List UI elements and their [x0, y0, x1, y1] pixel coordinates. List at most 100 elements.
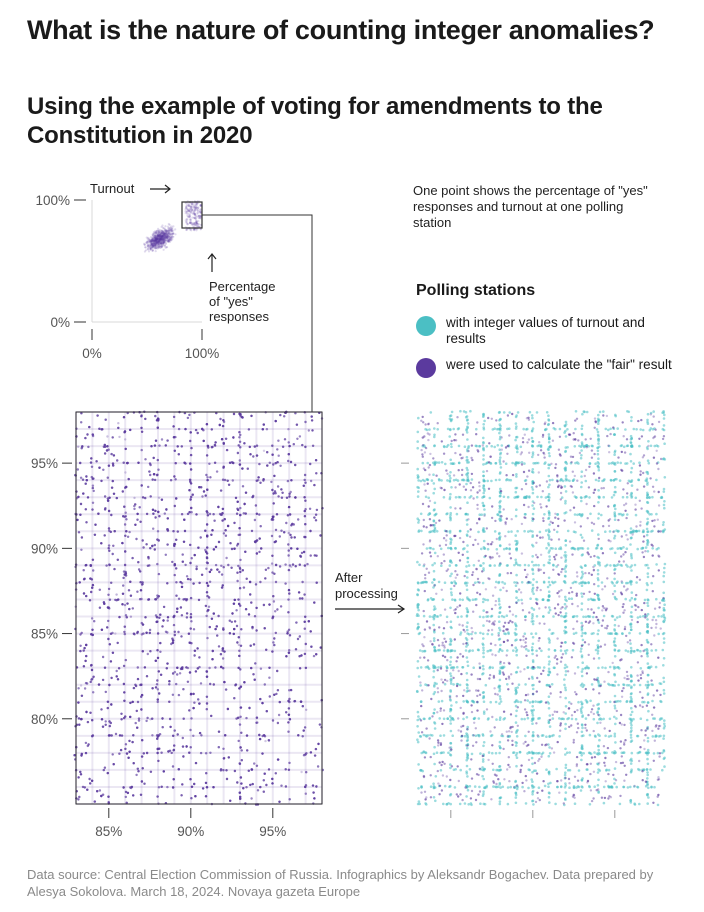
overview-point: [189, 218, 192, 221]
overview-point: [151, 242, 154, 245]
overview-point: [156, 234, 159, 237]
overview-point: [160, 237, 163, 240]
overview-point: [163, 232, 166, 235]
overview-point: [153, 244, 156, 247]
before-point: [277, 439, 280, 442]
before-point: [152, 527, 155, 530]
overview-y-label-0: 0%: [50, 315, 70, 330]
before-point: [146, 652, 149, 656]
before-point: [176, 733, 179, 736]
overview-point: [153, 240, 156, 243]
overview-point: [168, 239, 171, 242]
before-point: [90, 617, 94, 620]
overview-point: [162, 239, 165, 242]
overview-point: [151, 237, 154, 240]
overview-point: [160, 242, 163, 245]
overview-point: [162, 241, 165, 245]
overview-point: [164, 238, 167, 241]
page-subtitle: Using the example of voting for amendmen…: [27, 93, 603, 149]
before-point: [182, 688, 185, 691]
overview-point: [187, 212, 190, 215]
overview-point: [169, 237, 172, 240]
before-point: [258, 513, 261, 516]
before-point: [238, 567, 242, 570]
overview-point: [187, 204, 190, 207]
before-point: [221, 478, 225, 481]
overview-point: [156, 235, 159, 238]
before-point: [106, 435, 109, 438]
overview-point: [151, 244, 154, 247]
overview-point: [143, 243, 146, 246]
before-point: [82, 492, 85, 495]
overview-point: [153, 237, 156, 240]
overview-point: [190, 206, 193, 210]
before-point: [253, 762, 256, 765]
overview-point: [158, 243, 161, 246]
before-point: [83, 646, 86, 650]
before-point: [176, 445, 179, 448]
overview-point: [156, 232, 159, 235]
before-point: [103, 766, 107, 769]
before-point: [275, 692, 278, 696]
before-point: [246, 749, 249, 752]
before-point: [284, 563, 287, 566]
overview-point: [167, 235, 170, 238]
overview-point: [199, 204, 202, 207]
before-point: [118, 752, 121, 755]
before-point: [89, 461, 93, 464]
overview-point: [194, 208, 197, 211]
overview-point: [159, 238, 162, 241]
before-point: [137, 561, 140, 564]
overview-point: [161, 235, 164, 238]
overview-point: [191, 208, 194, 212]
before-point: [136, 590, 139, 593]
overview-point: [151, 237, 154, 240]
overview-point: [193, 207, 196, 210]
before-point: [273, 643, 276, 647]
overview-point: [185, 217, 188, 221]
overview-point: [165, 234, 168, 237]
overview-point: [193, 212, 196, 215]
overview-point: [189, 214, 192, 217]
before-point: [234, 683, 238, 686]
overview-point: [154, 242, 158, 245]
before-point: [268, 461, 271, 464]
before-point: [283, 438, 287, 441]
overview-point: [161, 239, 164, 242]
overview-point: [165, 235, 168, 238]
overview-point: [155, 243, 158, 246]
before-point: [222, 532, 226, 535]
overview-point: [149, 240, 152, 243]
before-point: [149, 473, 152, 477]
before-point: [180, 445, 183, 448]
before-point: [315, 508, 319, 512]
before-point: [135, 773, 138, 777]
overview-point: [149, 246, 152, 250]
overview-point: [154, 245, 157, 248]
overview-point: [149, 238, 152, 241]
overview-point: [169, 229, 172, 232]
overview-point: [195, 221, 198, 224]
before-point: [124, 795, 128, 799]
overview-point: [143, 242, 146, 245]
before-point: [186, 416, 190, 420]
before-point: [82, 592, 86, 595]
overview-point: [151, 244, 155, 247]
before-point: [271, 453, 274, 456]
overview-point: [155, 231, 158, 234]
overview-point: [159, 237, 162, 241]
before-point: [102, 468, 105, 471]
before-point: [230, 566, 233, 569]
before-point: [295, 423, 299, 426]
before-point: [153, 478, 157, 482]
overview-point: [166, 235, 169, 238]
before-point: [258, 550, 261, 554]
before-point: [270, 534, 274, 538]
overview-point: [153, 239, 156, 242]
before-point: [204, 529, 207, 532]
overview-point: [160, 240, 163, 243]
before-point: [88, 425, 91, 429]
before-point: [249, 783, 252, 787]
before-point: [166, 543, 169, 546]
before-point: [126, 602, 129, 605]
